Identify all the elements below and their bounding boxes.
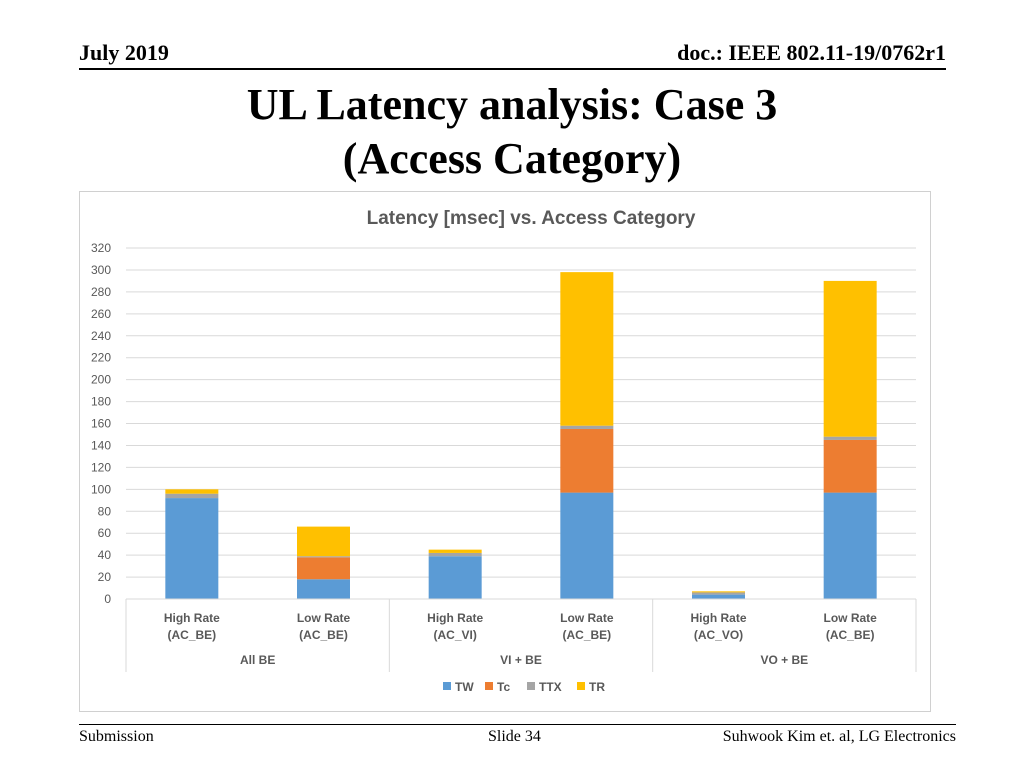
y-tick-label: 320 [91, 241, 111, 255]
y-tick-label: 160 [91, 417, 111, 431]
footer-slide-number: Slide 34 [488, 728, 541, 745]
bar-segment-ttx [692, 592, 745, 595]
legend-swatch-tw [443, 682, 451, 690]
chart-frame: Latency [msec] vs. Access Category 0 20 40 6… [79, 191, 931, 712]
bar-segment-tc [823, 439, 877, 493]
bar-segment-tw [823, 492, 877, 599]
y-tick-label: 220 [91, 351, 111, 365]
bar-segment-tw [692, 594, 745, 599]
x-tick-label-line1: Low Rate [560, 611, 614, 625]
y-tick-label: 200 [91, 373, 111, 387]
y-tick-label: 280 [91, 285, 111, 299]
legend-swatch-ttx [527, 682, 535, 690]
legend-label-tw: TW [455, 680, 474, 694]
y-tick-label: 100 [91, 482, 111, 496]
group-label: All BE [240, 653, 275, 667]
y-tick-label: 40 [98, 548, 112, 562]
footer-divider [79, 724, 956, 725]
bar-segment-tr [165, 489, 219, 494]
y-tick-label: 80 [98, 504, 112, 518]
slide-title-line1: UL Latency analysis: Case 3 [246, 80, 778, 129]
stacked-bar-chart: Latency [msec] vs. Access Category 0 20 40 6… [91, 208, 917, 694]
footer-submission: Submission [79, 728, 154, 745]
slide-title: UL Latency analysis: Case 3 (Access Cate… [0, 78, 1024, 186]
header-divider [79, 68, 946, 70]
bar-segment-tr [560, 272, 614, 426]
bar-segment-tc [560, 428, 614, 493]
footer-authors: Suhwook Kim et. al, LG Electronics [722, 728, 956, 745]
x-tick-label-line2: (AC_BE) [299, 628, 348, 642]
bar-segment-ttx [428, 552, 482, 557]
bar-segment-tr [428, 549, 482, 553]
legend-swatch-tc [485, 682, 493, 690]
x-tick-label-line2: (AC_VI) [433, 628, 476, 642]
y-tick-label: 140 [91, 438, 111, 452]
chart-title: Latency [msec] vs. Access Category [367, 208, 696, 229]
legend-swatch-tr [577, 682, 585, 690]
bar-segment-ttx [560, 425, 614, 429]
group-label: VO + BE [760, 653, 808, 667]
bar-segment-ttx [165, 493, 219, 499]
bar-segment-tw [428, 556, 482, 599]
x-tick-label-line1: High Rate [690, 611, 746, 625]
x-tick-label-line1: Low Rate [297, 611, 351, 625]
x-tick-label-line1: Low Rate [823, 611, 877, 625]
x-tick-label-line2: (AC_BE) [562, 628, 611, 642]
y-tick-label: 300 [91, 263, 111, 277]
y-tick-label: 120 [91, 460, 111, 474]
bar-segment-tr [823, 280, 877, 437]
bar-segment-tr [297, 526, 350, 557]
x-tick-label-line2: (AC_VO) [694, 628, 743, 642]
x-tick-label-line2: (AC_BE) [167, 628, 216, 642]
group-label: VI + BE [500, 653, 542, 667]
y-tick-label: 0 [104, 592, 111, 606]
bar-segment-tw [560, 492, 614, 599]
x-tick-label-line1: High Rate [164, 611, 220, 625]
legend-label-ttx: TTX [539, 680, 562, 694]
slide-title-line2: (Access Category) [342, 134, 682, 183]
y-tick-label: 180 [91, 395, 111, 409]
y-tick-label: 60 [98, 526, 112, 540]
legend-label-tr: TR [589, 680, 605, 694]
bar-segment-tc [297, 557, 350, 580]
x-tick-label-line1: High Rate [427, 611, 483, 625]
bar-segment-tw [165, 498, 219, 599]
bar-segment-tr [692, 591, 745, 593]
y-tick-label: 240 [91, 329, 111, 343]
y-tick-label: 260 [91, 307, 111, 321]
bar-segment-tw [297, 579, 350, 599]
slide-date: July 2019 [79, 40, 169, 65]
document-id: doc.: IEEE 802.11-19/0762r1 [677, 40, 946, 65]
legend-label-tc: Tc [497, 680, 510, 694]
x-tick-label-line2: (AC_BE) [826, 628, 875, 642]
bar-segment-ttx [297, 556, 350, 558]
y-tick-label: 20 [98, 570, 112, 584]
bar-segment-ttx [823, 436, 877, 440]
